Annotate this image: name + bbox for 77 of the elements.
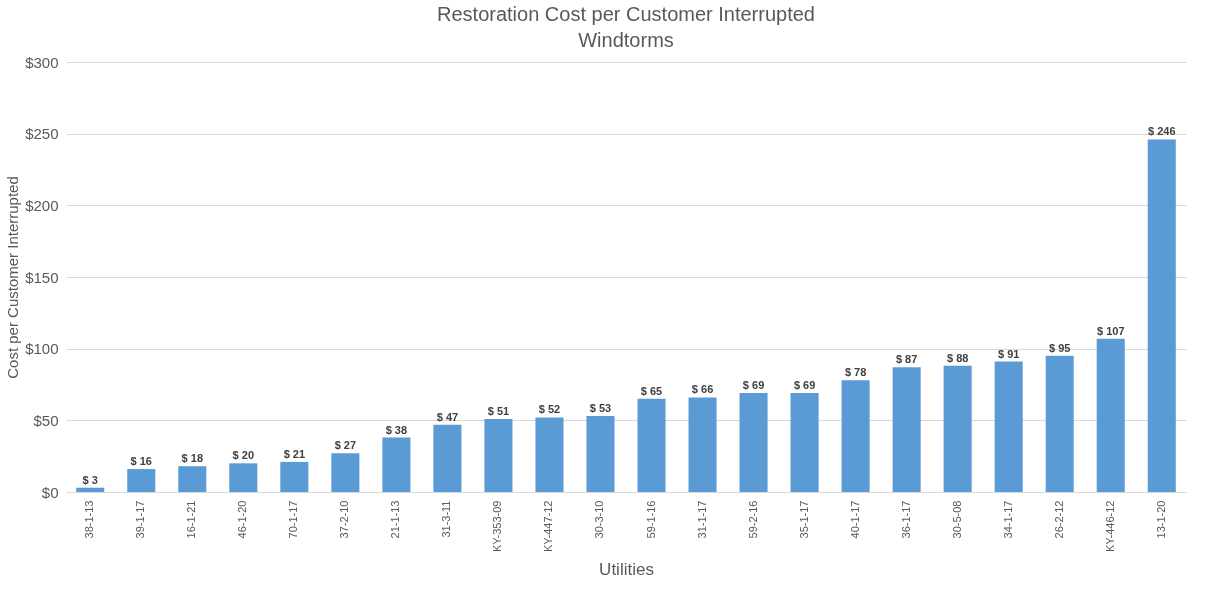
- x-tick-label: 70-1-17: [287, 500, 300, 539]
- bar: [433, 424, 462, 492]
- data-label: $ 21: [283, 447, 306, 460]
- data-label: $ 51: [487, 404, 510, 417]
- data-label: $ 88: [946, 351, 969, 364]
- x-tick-label: 40-1-17: [848, 500, 861, 539]
- x-tick-label: 31-1-17: [695, 500, 708, 539]
- y-tick-label: $50: [33, 411, 59, 429]
- bar: [535, 417, 564, 492]
- bar: [637, 398, 666, 492]
- x-tick-label: 39-1-17: [134, 500, 147, 539]
- y-tick-label: $150: [25, 268, 59, 286]
- x-tick-label: KY-446-12: [1103, 500, 1116, 553]
- x-tick-label: 34-1-17: [1001, 500, 1014, 539]
- x-tick-label: 36-1-17: [899, 500, 912, 539]
- bar: [790, 393, 819, 492]
- bar: [178, 466, 207, 492]
- bar: [127, 469, 156, 492]
- x-tick-label: 26-2-12: [1052, 500, 1065, 539]
- bar: [331, 453, 360, 492]
- data-label: $ 246: [1148, 125, 1176, 138]
- bar: [994, 361, 1023, 492]
- data-label: $ 20: [232, 449, 255, 462]
- data-label: $ 66: [691, 383, 714, 396]
- data-label: $ 69: [742, 379, 765, 392]
- y-tick-label: $300: [25, 53, 59, 71]
- y-tick-label: $250: [25, 125, 59, 143]
- bar: [1045, 355, 1074, 492]
- bar: [280, 461, 309, 492]
- x-tick-label: 59-2-16: [746, 500, 759, 539]
- y-axis-title: Cost per Customer Interrupted: [4, 176, 22, 379]
- x-tick-label: 46-1-20: [236, 500, 249, 539]
- x-tick-label: 35-1-17: [797, 500, 810, 539]
- data-label: $ 27: [334, 439, 357, 452]
- x-tick-label: 13-1-20: [1154, 500, 1167, 539]
- data-label: $ 53: [589, 402, 612, 415]
- bar: [841, 380, 870, 492]
- data-label: $ 87: [895, 353, 918, 366]
- y-tick-label: $100: [25, 340, 59, 358]
- data-label: $ 95: [1049, 341, 1071, 354]
- x-tick-label: KY-447-12: [542, 500, 555, 553]
- y-tick-label: $0: [41, 483, 59, 501]
- bar: [229, 463, 258, 492]
- x-tick-label: 31-3-11: [440, 500, 453, 538]
- x-tick-label: 30-3-10: [593, 500, 606, 539]
- x-tick-label: 59-1-16: [644, 500, 657, 539]
- data-label: $ 47: [436, 410, 459, 423]
- data-label: $ 3: [82, 473, 98, 486]
- data-label: $ 69: [793, 379, 816, 392]
- bar: [739, 393, 768, 492]
- data-label: $ 91: [997, 347, 1020, 360]
- x-tick-label: 16-1-21: [185, 500, 198, 539]
- x-tick-label: 21-1-13: [389, 500, 402, 539]
- bar: [892, 367, 921, 492]
- data-label: $ 38: [385, 423, 408, 436]
- chart-title: Restoration Cost per Customer Interrupted: [437, 3, 815, 25]
- x-tick-label: 37-2-10: [338, 500, 351, 539]
- data-label: $ 16: [130, 455, 152, 468]
- data-label: $ 65: [640, 384, 663, 397]
- x-tick-label: 30-5-08: [950, 500, 963, 539]
- bar: [76, 487, 105, 492]
- bar: [1147, 139, 1176, 492]
- x-tick-label: KY-353-09: [491, 500, 504, 553]
- data-label: $ 78: [844, 366, 867, 379]
- bar: [688, 397, 717, 492]
- data-label: $ 52: [538, 403, 561, 416]
- chart-subtitle: Windtorms: [578, 29, 674, 51]
- bar: [382, 437, 411, 492]
- bar: [484, 418, 513, 492]
- bar: [586, 416, 615, 492]
- data-label: $ 107: [1096, 324, 1125, 337]
- x-axis-title: Utilities: [599, 560, 654, 580]
- data-label: $ 18: [181, 452, 203, 465]
- bar: [1096, 338, 1125, 492]
- x-tick-label: 38-1-13: [83, 500, 96, 539]
- y-tick-label: $200: [25, 196, 59, 214]
- bar: [943, 365, 972, 492]
